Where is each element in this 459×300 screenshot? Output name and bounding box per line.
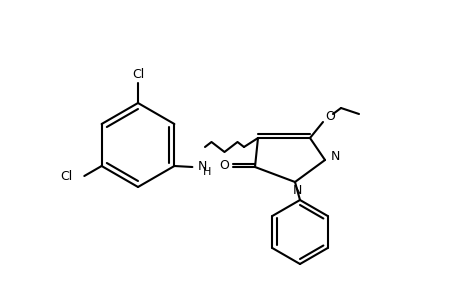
Text: O: O	[218, 158, 229, 172]
Text: N: N	[330, 149, 339, 163]
Text: N: N	[291, 184, 301, 196]
Text: Cl: Cl	[60, 169, 72, 182]
Text: Cl: Cl	[132, 68, 144, 80]
Text: H: H	[203, 167, 211, 177]
Text: N: N	[197, 160, 207, 172]
Text: O: O	[325, 110, 334, 122]
